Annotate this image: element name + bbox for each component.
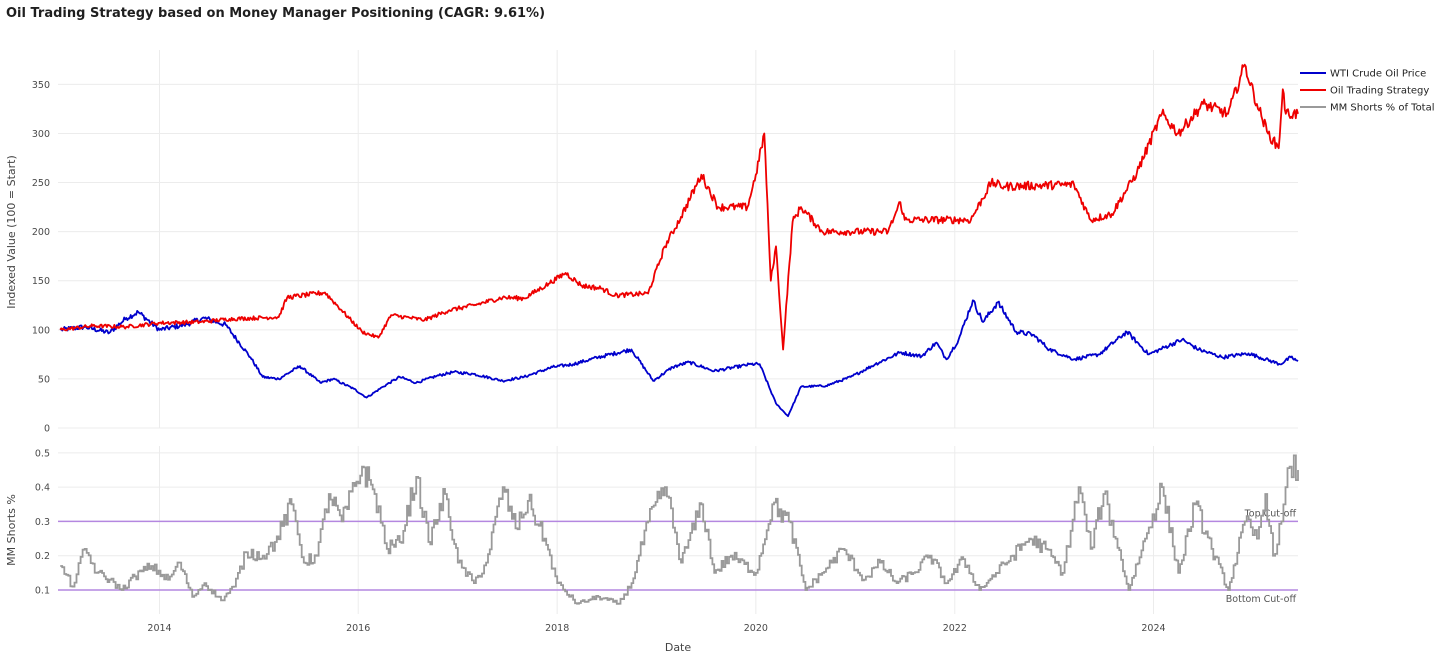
cutoff-lines: Top Cut-off Bottom Cut-off: [58, 508, 1298, 605]
top-y-tick-label: 250: [32, 178, 50, 189]
series-line-mm-shorts: [60, 454, 1299, 605]
top-y-tick-label: 200: [32, 227, 50, 238]
top-y-tick-label: 50: [38, 374, 50, 385]
top-y-tick-label: 300: [32, 129, 50, 140]
bottom-gridlines: [58, 446, 1298, 614]
x-tick-label: 2020: [744, 623, 768, 634]
series-lines: [59, 63, 1299, 605]
x-tick-label: 2024: [1141, 623, 1165, 634]
legend-label-strategy: Oil Trading Strategy: [1330, 86, 1429, 97]
legend-label-wti: WTI Crude Oil Price: [1330, 69, 1426, 80]
series-line-strategy: [59, 63, 1299, 351]
legend-label-mm-shorts: MM Shorts % of Total: [1330, 103, 1435, 114]
x-tick-label: 2018: [545, 623, 569, 634]
x-tick-label: 2014: [147, 623, 171, 634]
top-y-tick-label: 100: [32, 325, 50, 336]
bottom-y-tick-labels: 0.1 0.2 0.3 0.4 0.5: [35, 448, 50, 596]
top-cutoff-label: Top Cut-off: [1244, 508, 1297, 519]
legend: WTI Crude Oil Price Oil Trading Strategy…: [1300, 69, 1435, 114]
top-y-axis-title: Indexed Value (100 = Start): [5, 155, 18, 309]
bottom-y-axis-title: MM Shorts %: [5, 494, 18, 566]
x-tick-label: 2016: [346, 623, 370, 634]
bottom-y-tick-label: 0.4: [35, 483, 50, 494]
top-y-tick-label: 350: [32, 80, 50, 91]
bottom-y-tick-label: 0.3: [35, 517, 50, 528]
bottom-cutoff-label: Bottom Cut-off: [1226, 594, 1297, 605]
series-line-wti: [59, 299, 1299, 418]
top-gridlines: [58, 50, 1298, 429]
bottom-y-tick-label: 0.5: [35, 448, 50, 459]
chart-title: Oil Trading Strategy based on Money Mana…: [6, 6, 545, 21]
x-axis-title: Date: [665, 641, 692, 654]
top-y-tick-label: 150: [32, 276, 50, 287]
bottom-y-tick-label: 0.2: [35, 551, 50, 562]
x-tick-label: 2022: [943, 623, 967, 634]
top-y-tick-label: 0: [44, 424, 50, 435]
x-tick-labels: 2014 2016 2018 2020 2022 2024: [147, 623, 1165, 634]
top-y-tick-labels: 0 50 100 150 200 250 300 350: [32, 80, 50, 435]
bottom-y-tick-label: 0.1: [35, 586, 50, 597]
